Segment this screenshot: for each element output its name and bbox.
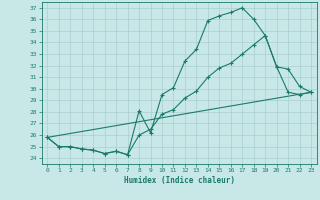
X-axis label: Humidex (Indice chaleur): Humidex (Indice chaleur) bbox=[124, 176, 235, 185]
